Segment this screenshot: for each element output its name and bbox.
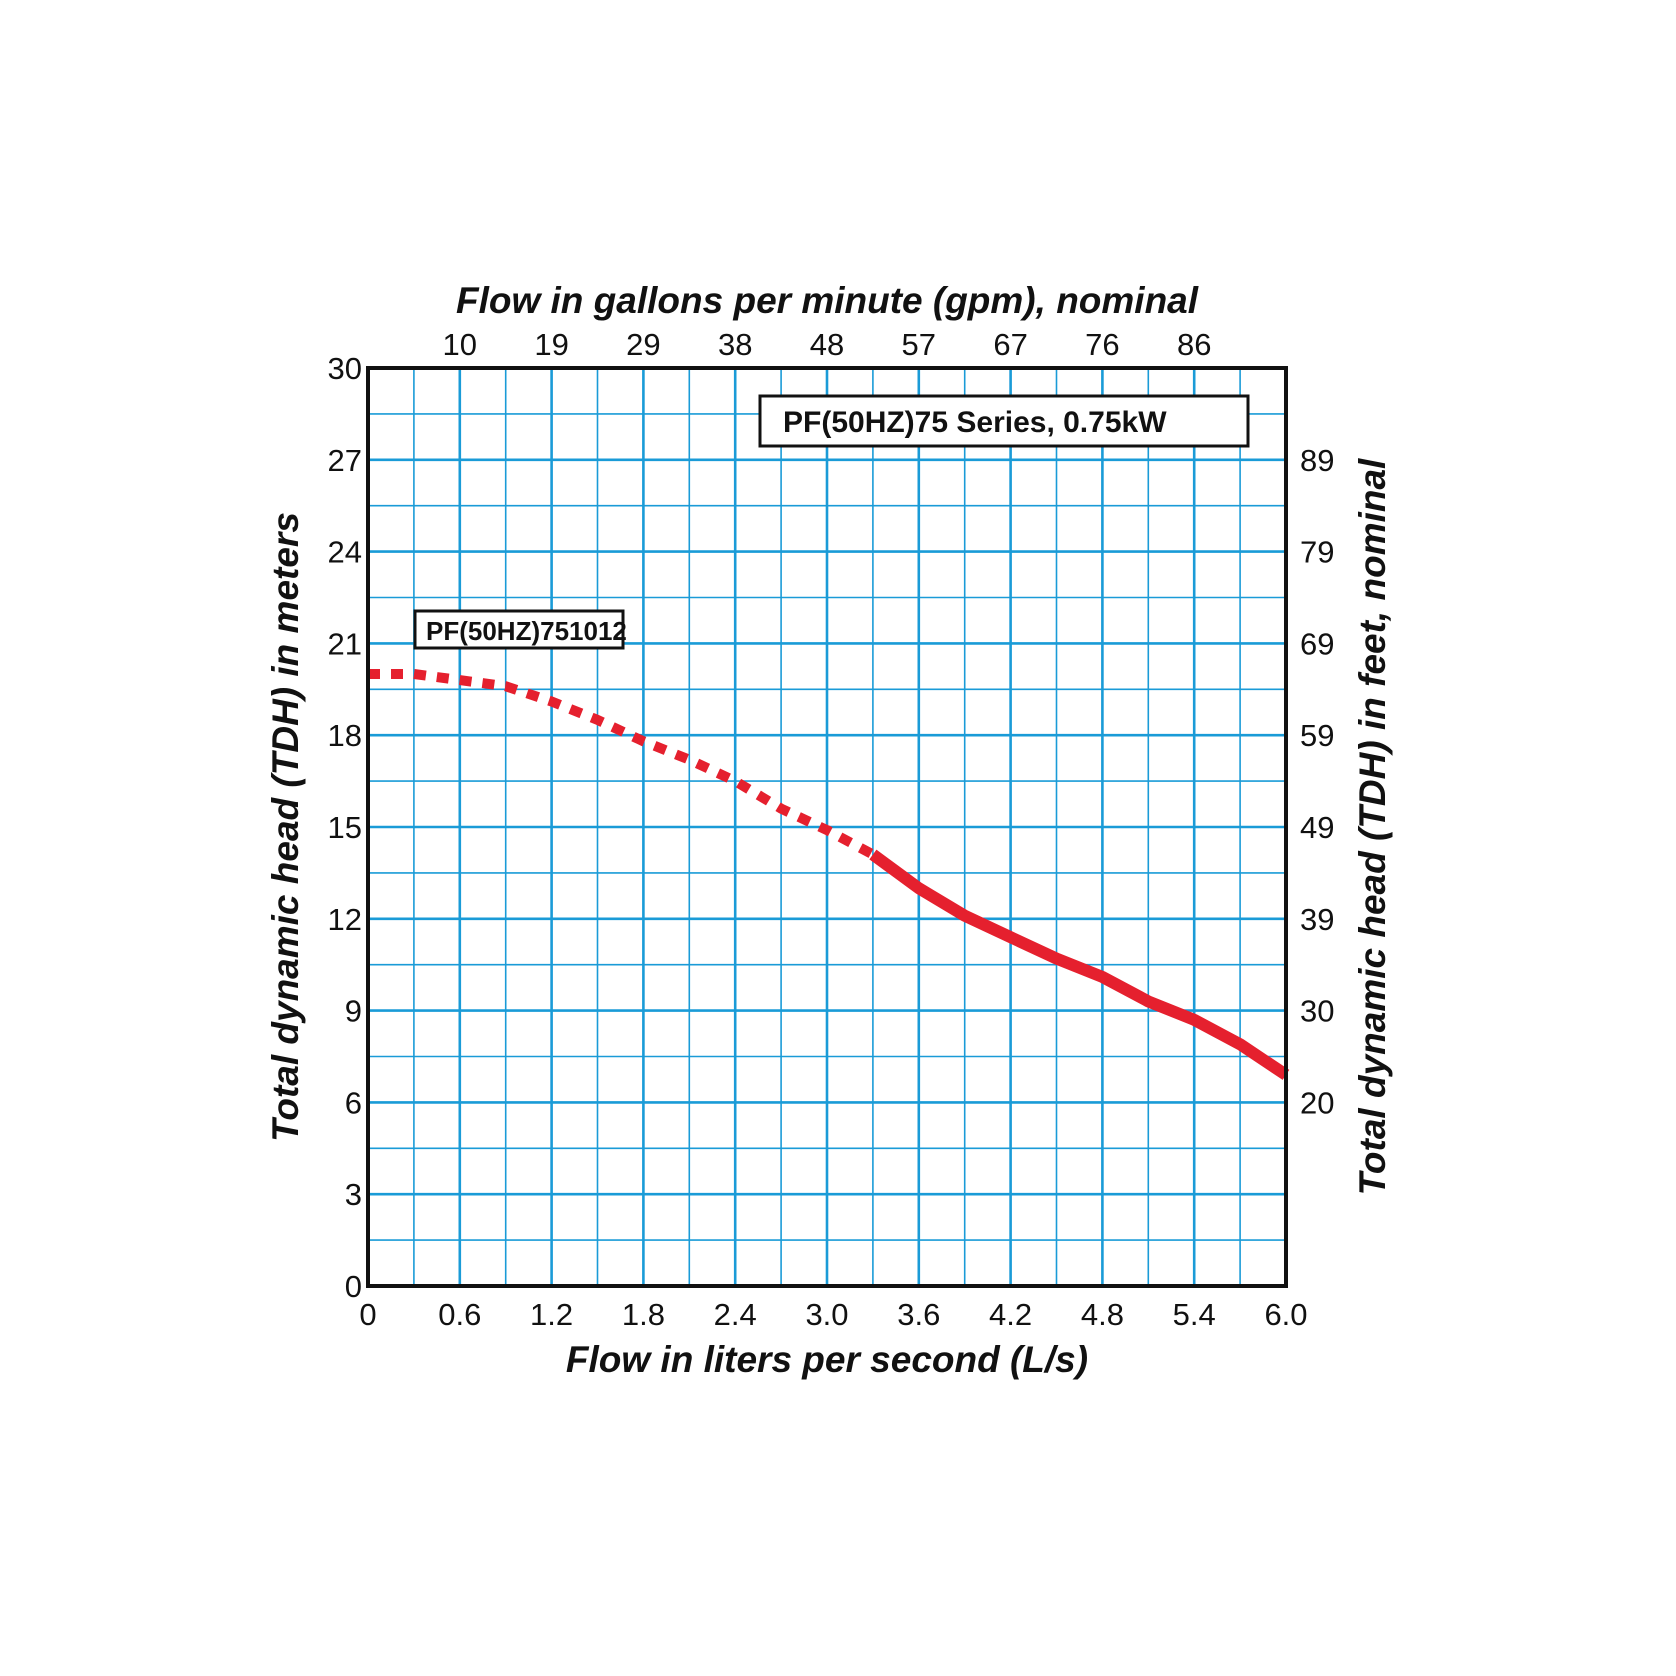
y-tick-label: 6 [345,1085,362,1120]
right-tick-label: 30 [1300,994,1334,1029]
y-tick-label: 3 [345,1177,362,1212]
x-tick-label: 0 [359,1297,376,1332]
x-axis-title: Flow in liters per second (L/s) [566,1339,1088,1380]
y-tick-label: 27 [328,443,362,478]
right-tick-label: 39 [1300,902,1334,937]
x-tick-label: 1.2 [530,1297,573,1332]
top-tick-label: 10 [443,327,477,362]
top-tick-label: 48 [810,327,844,362]
x-tick-label: 3.0 [805,1297,848,1332]
top-tick-label: 57 [902,327,936,362]
x-tick-label: 5.4 [1173,1297,1216,1332]
y-tick-label: 12 [328,902,362,937]
x-tick-label: 2.4 [714,1297,757,1332]
model-label-box [413,609,625,650]
top-tick-label: 19 [534,327,568,362]
x-tick-label: 0.6 [438,1297,481,1332]
x-tick-label: 6.0 [1264,1297,1307,1332]
y-tick-label: 18 [328,718,362,753]
y-tick-label: 30 [328,351,362,386]
x-tick-label: 4.8 [1081,1297,1124,1332]
series-title-box [758,394,1250,448]
right-tick-label: 69 [1300,626,1334,661]
curve-dotted-segment [368,669,876,859]
right-tick-label: 89 [1300,443,1334,478]
x-tick-label: 1.8 [622,1297,665,1332]
right-tick-label: 20 [1300,1085,1334,1120]
x-tick-label: 3.6 [897,1297,940,1332]
y-tick-label: 21 [328,626,362,661]
plot-frame [366,366,1288,1288]
y-tick-label: 0 [345,1269,362,1304]
top-tick-label: 76 [1085,327,1119,362]
curve-solid-segment [869,849,1290,1080]
y-tick-label: 15 [328,810,362,845]
right-axis-title: Total dynamic head (TDH) in feet, nomina… [1352,458,1393,1195]
top-tick-label: 29 [626,327,660,362]
top-tick-label: 67 [993,327,1027,362]
right-tick-label: 49 [1300,810,1334,845]
y-tick-label: 9 [345,994,362,1029]
tick-label-layer: 0 0.6 1.2 1.8 2.4 3.0 3.6 4.2 4.8 5.4 6.0036912151… [328,327,1335,1332]
top-tick-label: 86 [1177,327,1211,362]
top-axis-title: Flow in gallons per minute (gpm), nomina… [456,280,1199,321]
top-tick-label: 38 [718,327,752,362]
y-axis-title: Total dynamic head (TDH) in meters [265,512,306,1142]
right-tick-label: 79 [1300,535,1334,570]
right-tick-label: 59 [1300,718,1334,753]
y-tick-label: 24 [328,535,362,570]
series-title: PF(50HZ)75 Series, 0.75kW [783,406,1167,439]
x-tick-label: 4.2 [989,1297,1032,1332]
curve-layer [368,669,1290,1080]
model-label: PF(50HZ)751012 [426,616,627,646]
